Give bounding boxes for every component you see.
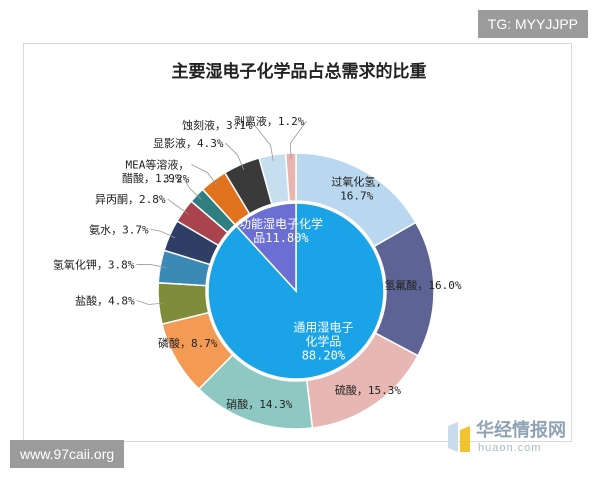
- top-tag: TG: MYYJJPP: [477, 10, 588, 38]
- outer-slice-13: [284, 152, 297, 203]
- outer-label-9: 醋酸，1.9%: [122, 171, 182, 185]
- chart-frame: 主要湿电子化学品占总需求的比重 通用湿电子化学品 88.20% 功能湿电子化学品11…: [23, 43, 572, 454]
- outer-label-8: 异丙酮，2.8%: [95, 193, 166, 206]
- leader-11: [225, 142, 245, 170]
- leader-9: [183, 177, 202, 200]
- leader-13: [290, 120, 307, 160]
- outer-label-10: MEA等溶液， 3.2%: [125, 157, 189, 185]
- leader-7: [150, 228, 176, 239]
- outer-label-7: 氨水，3.7%: [89, 223, 149, 236]
- outer-label-2: 硫酸，15.3%: [335, 383, 401, 397]
- slice-labels: 通用湿电子化学品 88.20% 功能湿电子化学品11.80% 过氧化氢, 16.7% 氢氟…: [53, 114, 462, 411]
- inner-label-0: 通用湿电子化学品 88.20%: [293, 320, 353, 363]
- huaon-logo-icon: [448, 422, 470, 452]
- outer-label-0: 过氧化氢, 16.7%: [331, 174, 382, 202]
- leader-10: [191, 164, 218, 186]
- watermark-cn: 华经情报网: [476, 420, 566, 441]
- leader-5: [136, 300, 165, 305]
- outer-label-13: 剥离液，1.2%: [234, 114, 305, 128]
- outer-ring: [157, 152, 435, 430]
- chart-title: 主要湿电子化学品占总需求的比重: [172, 61, 427, 82]
- inner-label-1: 功能湿电子化学品11.80%: [239, 216, 323, 245]
- inner-ring: [207, 202, 385, 380]
- bottom-tag: www.97caii.org: [10, 440, 125, 468]
- donut-chart: 主要湿电子化学品占总需求的比重 通用湿电子化学品 88.20% 功能湿电子化学品11…: [53, 61, 462, 430]
- outer-label-12: 蚀刻液，3.1%: [182, 118, 253, 132]
- leader-12: [254, 124, 274, 162]
- outer-label-4: 磷酸，8.7%: [158, 336, 218, 350]
- outer-label-6: 氢氧化钾，3.8%: [53, 258, 135, 272]
- leader-8: [167, 198, 189, 215]
- watermark-en: huaon.com: [478, 442, 542, 454]
- outer-label-3: 硝酸，14.3%: [226, 397, 292, 411]
- outer-label-1: 氢氟酸，16.0%: [384, 278, 461, 292]
- watermark: 华经情报网 huaon.com: [448, 416, 598, 464]
- outer-label-11: 显影液，4.3%: [153, 136, 224, 150]
- inner-slice-1: [235, 202, 297, 293]
- leader-lines: [136, 120, 307, 305]
- leader-6: [136, 264, 167, 268]
- outer-label-5: 盐酸，4.8%: [75, 293, 135, 307]
